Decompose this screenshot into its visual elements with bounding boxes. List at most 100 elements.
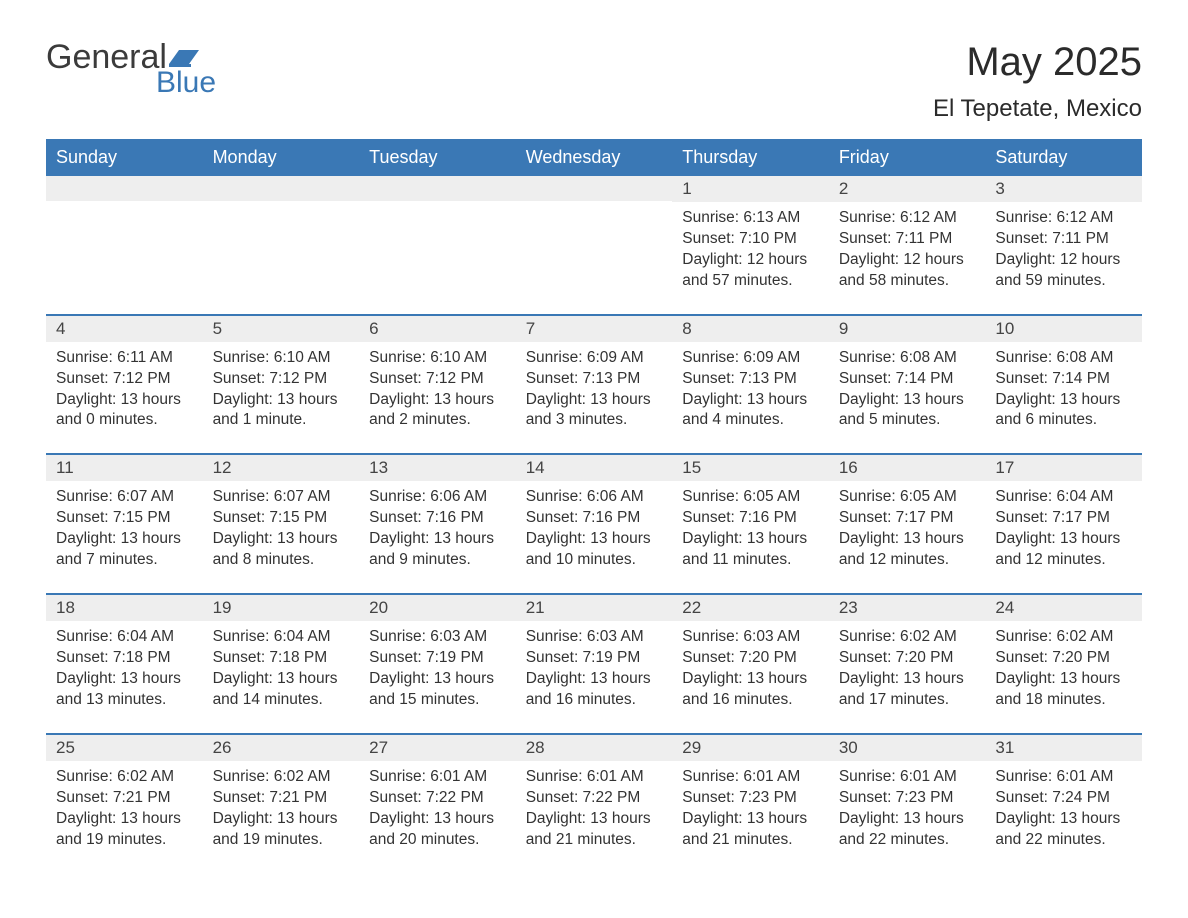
sunrise-text: Sunrise: 6:01 AM [682,767,819,788]
day-number: 3 [985,176,1142,202]
daylight-text: Daylight: 13 hours and 19 minutes. [56,809,193,851]
day-number [516,176,673,201]
sunrise-text: Sunrise: 6:09 AM [526,348,663,369]
day-number: 18 [46,595,203,621]
day-details: Sunrise: 6:09 AMSunset: 7:13 PMDaylight:… [672,342,829,432]
calendar-day-cell: 20Sunrise: 6:03 AMSunset: 7:19 PMDayligh… [359,594,516,734]
calendar-week-row: 4Sunrise: 6:11 AMSunset: 7:12 PMDaylight… [46,315,1142,455]
daylight-text: Daylight: 13 hours and 22 minutes. [995,809,1132,851]
calendar-week-row: 1Sunrise: 6:13 AMSunset: 7:10 PMDaylight… [46,176,1142,315]
day-number: 31 [985,735,1142,761]
dayheader-mon: Monday [203,139,360,176]
day-number: 12 [203,455,360,481]
daylight-text: Daylight: 13 hours and 4 minutes. [682,390,819,432]
sunrise-text: Sunrise: 6:01 AM [839,767,976,788]
calendar-table: Sunday Monday Tuesday Wednesday Thursday… [46,139,1142,872]
calendar-day-cell [359,176,516,315]
sunrise-text: Sunrise: 6:03 AM [526,627,663,648]
calendar-day-cell: 24Sunrise: 6:02 AMSunset: 7:20 PMDayligh… [985,594,1142,734]
calendar-day-cell: 19Sunrise: 6:04 AMSunset: 7:18 PMDayligh… [203,594,360,734]
dayheader-thu: Thursday [672,139,829,176]
calendar-day-cell: 27Sunrise: 6:01 AMSunset: 7:22 PMDayligh… [359,734,516,873]
sunset-text: Sunset: 7:14 PM [839,369,976,390]
sunset-text: Sunset: 7:20 PM [995,648,1132,669]
day-number: 21 [516,595,673,621]
sunrise-text: Sunrise: 6:07 AM [56,487,193,508]
day-number: 2 [829,176,986,202]
daylight-text: Daylight: 12 hours and 59 minutes. [995,250,1132,292]
day-number: 9 [829,316,986,342]
sunrise-text: Sunrise: 6:12 AM [839,208,976,229]
day-details: Sunrise: 6:07 AMSunset: 7:15 PMDaylight:… [46,481,203,571]
calendar-day-cell: 18Sunrise: 6:04 AMSunset: 7:18 PMDayligh… [46,594,203,734]
daylight-text: Daylight: 13 hours and 16 minutes. [682,669,819,711]
daylight-text: Daylight: 13 hours and 14 minutes. [213,669,350,711]
day-details: Sunrise: 6:12 AMSunset: 7:11 PMDaylight:… [985,202,1142,292]
day-number [46,176,203,201]
day-details: Sunrise: 6:04 AMSunset: 7:18 PMDaylight:… [46,621,203,711]
calendar-day-cell: 4Sunrise: 6:11 AMSunset: 7:12 PMDaylight… [46,315,203,455]
calendar-day-cell [46,176,203,315]
day-details: Sunrise: 6:10 AMSunset: 7:12 PMDaylight:… [203,342,360,432]
day-number: 26 [203,735,360,761]
sunrise-text: Sunrise: 6:05 AM [682,487,819,508]
day-number: 30 [829,735,986,761]
sunset-text: Sunset: 7:12 PM [213,369,350,390]
day-number: 6 [359,316,516,342]
calendar-day-cell: 5Sunrise: 6:10 AMSunset: 7:12 PMDaylight… [203,315,360,455]
calendar-day-cell: 22Sunrise: 6:03 AMSunset: 7:20 PMDayligh… [672,594,829,734]
calendar-day-cell: 15Sunrise: 6:05 AMSunset: 7:16 PMDayligh… [672,454,829,594]
calendar-day-cell: 13Sunrise: 6:06 AMSunset: 7:16 PMDayligh… [359,454,516,594]
daylight-text: Daylight: 13 hours and 7 minutes. [56,529,193,571]
sunset-text: Sunset: 7:14 PM [995,369,1132,390]
sunrise-text: Sunrise: 6:02 AM [839,627,976,648]
day-details: Sunrise: 6:07 AMSunset: 7:15 PMDaylight:… [203,481,360,571]
sunset-text: Sunset: 7:11 PM [995,229,1132,250]
sunrise-text: Sunrise: 6:12 AM [995,208,1132,229]
day-details: Sunrise: 6:01 AMSunset: 7:23 PMDaylight:… [829,761,986,851]
daylight-text: Daylight: 13 hours and 11 minutes. [682,529,819,571]
calendar-day-cell: 1Sunrise: 6:13 AMSunset: 7:10 PMDaylight… [672,176,829,315]
daylight-text: Daylight: 13 hours and 10 minutes. [526,529,663,571]
daylight-text: Daylight: 13 hours and 18 minutes. [995,669,1132,711]
calendar-day-cell: 29Sunrise: 6:01 AMSunset: 7:23 PMDayligh… [672,734,829,873]
calendar-day-cell: 9Sunrise: 6:08 AMSunset: 7:14 PMDaylight… [829,315,986,455]
calendar-day-cell: 8Sunrise: 6:09 AMSunset: 7:13 PMDaylight… [672,315,829,455]
day-number: 13 [359,455,516,481]
day-details: Sunrise: 6:09 AMSunset: 7:13 PMDaylight:… [516,342,673,432]
day-number: 20 [359,595,516,621]
sunset-text: Sunset: 7:22 PM [369,788,506,809]
day-number [359,176,516,201]
sunset-text: Sunset: 7:23 PM [682,788,819,809]
day-header-row: Sunday Monday Tuesday Wednesday Thursday… [46,139,1142,176]
daylight-text: Daylight: 13 hours and 12 minutes. [839,529,976,571]
day-number: 1 [672,176,829,202]
calendar-day-cell: 31Sunrise: 6:01 AMSunset: 7:24 PMDayligh… [985,734,1142,873]
daylight-text: Daylight: 13 hours and 15 minutes. [369,669,506,711]
sunrise-text: Sunrise: 6:02 AM [56,767,193,788]
daylight-text: Daylight: 13 hours and 12 minutes. [995,529,1132,571]
sunrise-text: Sunrise: 6:04 AM [213,627,350,648]
sunset-text: Sunset: 7:17 PM [995,508,1132,529]
calendar-day-cell: 7Sunrise: 6:09 AMSunset: 7:13 PMDaylight… [516,315,673,455]
logo-text-general: General [46,40,167,74]
day-details: Sunrise: 6:10 AMSunset: 7:12 PMDaylight:… [359,342,516,432]
sunset-text: Sunset: 7:22 PM [526,788,663,809]
day-number: 15 [672,455,829,481]
sunset-text: Sunset: 7:18 PM [213,648,350,669]
calendar-day-cell: 30Sunrise: 6:01 AMSunset: 7:23 PMDayligh… [829,734,986,873]
sunset-text: Sunset: 7:12 PM [56,369,193,390]
day-number: 14 [516,455,673,481]
sunset-text: Sunset: 7:19 PM [369,648,506,669]
daylight-text: Daylight: 13 hours and 16 minutes. [526,669,663,711]
day-details: Sunrise: 6:02 AMSunset: 7:20 PMDaylight:… [985,621,1142,711]
sunrise-text: Sunrise: 6:01 AM [995,767,1132,788]
calendar-day-cell: 28Sunrise: 6:01 AMSunset: 7:22 PMDayligh… [516,734,673,873]
day-number: 8 [672,316,829,342]
day-number [203,176,360,201]
day-details: Sunrise: 6:01 AMSunset: 7:24 PMDaylight:… [985,761,1142,851]
sunrise-text: Sunrise: 6:04 AM [995,487,1132,508]
day-number: 17 [985,455,1142,481]
sunrise-text: Sunrise: 6:01 AM [369,767,506,788]
sunrise-text: Sunrise: 6:01 AM [526,767,663,788]
